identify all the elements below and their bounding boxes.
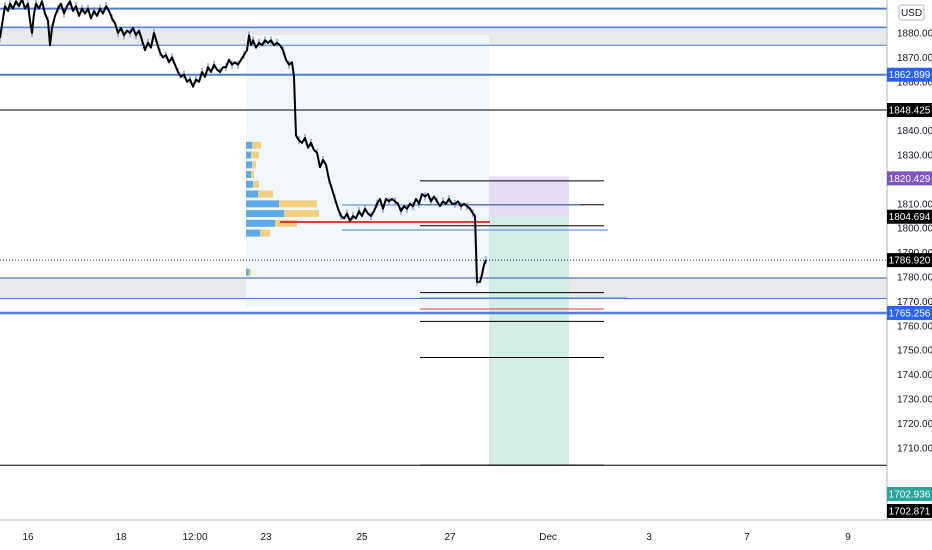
vp-sell-bar-10 bbox=[249, 268, 251, 276]
vp-buy-bar-0 bbox=[246, 141, 252, 149]
x-tick-0: 16 bbox=[22, 532, 34, 543]
y-tick-0: 1880.000 bbox=[897, 29, 932, 40]
x-tick-2: 12:00 bbox=[182, 532, 207, 543]
price-label-3: 1804.694 bbox=[889, 212, 931, 223]
vp-buy-bar-5 bbox=[246, 190, 258, 198]
y-tick-3: 1840.000 bbox=[897, 126, 932, 137]
x-tick-3: 23 bbox=[260, 532, 272, 543]
y-tick-14: 1720.000 bbox=[897, 419, 932, 430]
price-axis[interactable] bbox=[887, 0, 932, 550]
x-tick-9: 9 bbox=[845, 532, 851, 543]
price-label-box-6[interactable] bbox=[887, 487, 932, 501]
position-risk-zone[interactable] bbox=[489, 176, 569, 217]
currency-label: USD bbox=[901, 8, 922, 19]
vp-buy-bar-3 bbox=[246, 171, 251, 179]
y-tick-10: 1760.000 bbox=[897, 321, 932, 332]
y-tick-15: 1710.000 bbox=[897, 443, 932, 454]
price-series bbox=[0, 0, 487, 286]
y-tick-13: 1730.000 bbox=[897, 395, 932, 406]
price-label-4: 1786.920 bbox=[889, 256, 931, 267]
price-label-box-2[interactable] bbox=[887, 171, 932, 186]
y-tick-4: 1830.000 bbox=[897, 151, 932, 162]
price-label-6: 1702.936 bbox=[889, 490, 931, 501]
price-label-box-4[interactable] bbox=[887, 253, 932, 268]
y-tick-11: 1750.000 bbox=[897, 346, 932, 357]
x-tick-4: 25 bbox=[356, 532, 368, 543]
vp-buy-bar-10 bbox=[246, 268, 249, 276]
volume-profile-range bbox=[246, 35, 489, 307]
y-tick-9: 1770.000 bbox=[897, 297, 932, 308]
vp-sell-bar-1 bbox=[251, 151, 259, 159]
price-label-box-7[interactable] bbox=[887, 504, 932, 518]
price-label-2: 1820.429 bbox=[889, 174, 931, 185]
x-tick-1: 18 bbox=[115, 532, 127, 543]
y-tick-5: 1810.000 bbox=[897, 199, 932, 210]
vp-sell-bar-0 bbox=[252, 141, 261, 149]
vp-sell-bar-8 bbox=[275, 219, 297, 227]
x-tick-7: 3 bbox=[646, 532, 652, 543]
y-tick-2: 1860.000 bbox=[897, 77, 932, 88]
vp-buy-bar-1 bbox=[246, 151, 251, 159]
y-tick-6: 1800.000 bbox=[897, 224, 932, 235]
vp-buy-bar-4 bbox=[246, 180, 253, 188]
position-reward-zone[interactable] bbox=[489, 216, 569, 466]
y-tick-12: 1740.000 bbox=[897, 370, 932, 381]
volume-profile bbox=[246, 141, 319, 276]
vp-buy-bar-6 bbox=[246, 200, 279, 208]
y-tick-8: 1780.000 bbox=[897, 273, 932, 284]
vp-sell-bar-9 bbox=[260, 229, 270, 237]
price-label-box-3[interactable] bbox=[887, 209, 932, 224]
vp-sell-bar-6 bbox=[279, 200, 317, 208]
price-label-5: 1765.256 bbox=[889, 308, 931, 319]
vp-buy-bar-8 bbox=[246, 219, 275, 227]
price-labels[interactable]: 1862.899 1848.425 1820.429 1804.694 1786.920… bbox=[887, 67, 932, 518]
price-line bbox=[0, 0, 487, 283]
y-tick-1: 1870.000 bbox=[897, 53, 932, 64]
vp-buy-bar-9 bbox=[246, 229, 260, 237]
vp-sell-bar-3 bbox=[251, 171, 254, 179]
price-label-1: 1848.425 bbox=[889, 106, 931, 117]
price-label-0: 1862.899 bbox=[889, 70, 931, 81]
price-label-box-5[interactable] bbox=[887, 305, 932, 320]
vp-sell-bar-2 bbox=[252, 161, 256, 169]
price-label-box-0[interactable] bbox=[887, 67, 932, 82]
currency-badge[interactable] bbox=[898, 4, 925, 21]
vp-sell-bar-5 bbox=[258, 190, 273, 198]
time-axis-ticks: 16 18 12:00 23 25 27 Dec 3 7 9 bbox=[22, 532, 851, 543]
price-label-box-1[interactable] bbox=[887, 103, 932, 118]
x-tick-5: 27 bbox=[444, 532, 456, 543]
vp-sell-bar-4 bbox=[253, 180, 259, 188]
x-tick-8: 7 bbox=[744, 532, 750, 543]
position-tool[interactable] bbox=[489, 176, 569, 466]
price-label-7: 1702.871 bbox=[889, 507, 931, 518]
x-tick-6: Dec bbox=[539, 532, 557, 543]
vp-sell-bar-7 bbox=[284, 210, 319, 218]
vp-buy-bar-7 bbox=[246, 210, 284, 218]
vp-buy-bar-2 bbox=[246, 161, 252, 169]
